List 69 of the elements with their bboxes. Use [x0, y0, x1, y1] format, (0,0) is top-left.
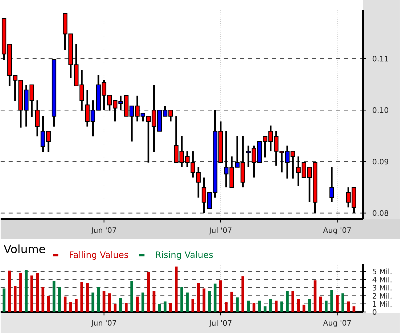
- bar: [330, 290, 334, 312]
- bar: [308, 299, 312, 312]
- bar: [347, 302, 350, 312]
- bar: [325, 300, 328, 312]
- bar: [297, 299, 300, 312]
- bar: [202, 288, 206, 312]
- bar: [136, 296, 139, 312]
- bar: [47, 296, 50, 312]
- bar: [280, 302, 284, 312]
- bar: [264, 306, 267, 312]
- bar: [242, 276, 244, 312]
- bar: [192, 299, 195, 312]
- bar: [319, 296, 322, 312]
- legend-label: Rising Values: [156, 251, 214, 260]
- bar: [102, 291, 106, 312]
- bar: [352, 306, 356, 312]
- bar: [186, 292, 189, 312]
- bar: [36, 273, 39, 312]
- candlestick: [35, 100, 40, 138]
- bar: [86, 282, 89, 312]
- bar: [130, 281, 134, 312]
- bar: [120, 298, 122, 312]
- bar: [225, 302, 228, 312]
- bar: [170, 303, 172, 312]
- bar: [80, 282, 84, 312]
- bar: [52, 281, 56, 312]
- bar: [258, 300, 262, 312]
- bar: [336, 295, 339, 312]
- bar: [252, 303, 256, 312]
- bar: [342, 293, 344, 312]
- bar: [42, 287, 45, 312]
- candlestick: [330, 166, 334, 204]
- bar: [180, 287, 184, 312]
- bar: [58, 287, 62, 312]
- bar: [64, 296, 67, 312]
- bar: [2, 288, 6, 312]
- bar: [97, 287, 100, 312]
- bar: [175, 266, 178, 312]
- bar: [108, 293, 112, 312]
- legend-label: Falling Values: [70, 251, 128, 260]
- bar: [269, 299, 272, 312]
- bar: [236, 298, 239, 312]
- bar: [147, 272, 150, 312]
- bar: [292, 291, 294, 312]
- bar: [197, 282, 200, 312]
- bar: [208, 291, 212, 312]
- bar: [275, 300, 278, 312]
- bar: [8, 270, 12, 312]
- bar: [219, 280, 222, 312]
- bar: [302, 304, 306, 312]
- bar: [114, 304, 117, 312]
- bar: [247, 300, 250, 312]
- bar: [30, 276, 34, 312]
- bar: [92, 292, 95, 312]
- bar: [314, 280, 317, 312]
- bar: [25, 270, 28, 312]
- chart-title: Volume: [4, 244, 46, 254]
- bar: [142, 292, 145, 312]
- bar: [75, 299, 78, 312]
- bar: [152, 291, 156, 312]
- bar: [125, 303, 128, 312]
- bar: [70, 302, 72, 312]
- bar: [214, 284, 217, 312]
- bar: [286, 291, 289, 312]
- bar: [20, 273, 22, 312]
- bar: [158, 304, 162, 312]
- bar: [14, 286, 17, 312]
- bar: [164, 302, 167, 312]
- bar: [230, 292, 234, 312]
